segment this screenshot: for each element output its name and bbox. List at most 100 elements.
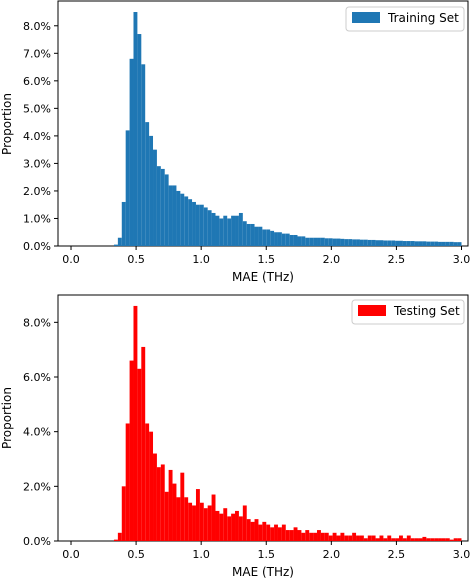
histogram-bar	[359, 535, 364, 541]
histogram-bar	[141, 346, 146, 541]
histogram-bar	[317, 530, 321, 541]
histogram-bar	[399, 240, 403, 246]
histogram-bar	[160, 464, 165, 541]
histogram-bar	[254, 226, 259, 246]
y-axis-ticks: 0.0% 2.0% 4.0% 6.0% 8.0%	[23, 316, 58, 548]
histogram-bar	[340, 532, 345, 541]
x-tick-label: 1.0	[192, 253, 210, 266]
histogram-bar	[422, 536, 427, 541]
histogram-bar	[219, 218, 224, 246]
histogram-bar	[180, 472, 185, 541]
y-tick-label: 5.0%	[23, 102, 51, 115]
histogram-bar	[324, 238, 329, 246]
histogram-bar	[375, 240, 380, 246]
histogram-bar	[281, 524, 286, 541]
histogram-bar	[153, 149, 157, 246]
histogram-bar	[156, 467, 161, 541]
y-tick-label: 1.0%	[23, 212, 51, 225]
histogram-bar	[430, 538, 435, 541]
histogram-bar	[453, 538, 458, 541]
histogram-bar	[289, 234, 294, 246]
histogram-bar	[457, 538, 462, 541]
histogram-bar	[199, 204, 204, 246]
histogram-bar	[277, 232, 282, 246]
histogram-bar	[301, 236, 306, 246]
histogram-bar	[184, 196, 189, 246]
histogram-bar	[430, 241, 435, 246]
histogram-bar	[387, 240, 392, 246]
histogram-bar	[332, 532, 337, 541]
histogram-bar	[379, 535, 384, 541]
histogram-bar	[223, 215, 228, 246]
histogram-bar	[238, 516, 243, 541]
histogram-bar	[391, 538, 396, 541]
histogram-bar	[168, 185, 173, 246]
histogram-bar	[399, 535, 403, 541]
y-tick-label: 3.0%	[23, 157, 51, 170]
legend-swatch-testing	[358, 305, 386, 316]
x-tick-label: 2.5	[388, 548, 406, 561]
histogram-bar	[434, 241, 439, 246]
x-tick-label: 3.0	[453, 548, 471, 561]
histogram-bar	[383, 538, 388, 541]
histogram-bar	[422, 241, 427, 246]
histogram-bar	[309, 532, 314, 541]
histogram-bar	[270, 230, 275, 246]
histogram-bar	[266, 229, 271, 246]
histogram-bar	[281, 233, 286, 246]
histogram-bar	[441, 241, 446, 246]
histogram-bar	[449, 539, 454, 541]
histogram-bar	[383, 240, 388, 246]
testing-histogram-panel: 0.0% 2.0% 4.0% 6.0% 8.0% 0.0 0.5 1.0 1.5 2.0 2.5 3…	[0, 294, 471, 578]
histogram-bar	[231, 215, 236, 246]
histogram-bar	[149, 135, 154, 246]
histogram-bar	[348, 535, 353, 541]
y-tick-label: 6.0%	[23, 371, 51, 384]
histogram-bar	[414, 241, 419, 246]
y-tick-label: 2.0%	[23, 185, 51, 198]
histogram-bar	[336, 238, 341, 246]
histogram-bar	[180, 193, 185, 246]
histogram-bar	[410, 241, 415, 246]
y-tick-label: 6.0%	[23, 75, 51, 88]
histogram-bar	[172, 185, 177, 246]
histogram-bar	[328, 238, 333, 246]
histogram-bar	[176, 497, 181, 541]
histogram-bar	[145, 423, 150, 541]
histogram-bar	[305, 530, 310, 541]
legend-label-testing: Testing Set	[393, 304, 460, 318]
histogram-bar	[176, 190, 181, 246]
histogram-bar	[445, 538, 450, 541]
histogram-bar	[328, 535, 333, 541]
histogram-bar	[153, 453, 157, 541]
histogram-bar	[363, 239, 368, 246]
histogram-bar	[426, 538, 431, 541]
histogram-bar	[246, 519, 251, 541]
histogram-bar	[356, 535, 360, 541]
legend-swatch-training	[352, 12, 380, 23]
histogram-bar	[402, 538, 407, 541]
histogram-bar	[438, 538, 442, 541]
legend: Training Set	[345, 6, 465, 32]
x-tick-label: 1.5	[258, 253, 276, 266]
x-tick-label: 1.5	[258, 548, 276, 561]
histogram-bar	[242, 505, 247, 541]
histogram-bar	[215, 510, 220, 541]
histogram-bar	[121, 201, 126, 246]
histogram-bar	[125, 423, 130, 541]
histogram-bar	[258, 524, 263, 541]
histogram-bar	[406, 535, 411, 541]
histogram-bar	[320, 532, 325, 541]
x-tick-label: 2.5	[388, 253, 406, 266]
histogram-bar	[313, 532, 318, 541]
y-tick-label: 0.0%	[23, 535, 51, 548]
histogram-bar	[270, 527, 275, 541]
histogram-bar	[285, 233, 290, 246]
y-tick-label: 7.0%	[23, 47, 51, 60]
histogram-bar	[274, 524, 278, 541]
histogram-bar	[375, 538, 380, 541]
histogram-bar	[363, 538, 368, 541]
histogram-bar	[418, 241, 423, 246]
x-tick-label: 2.0	[323, 253, 341, 266]
histogram-bar	[367, 535, 372, 541]
